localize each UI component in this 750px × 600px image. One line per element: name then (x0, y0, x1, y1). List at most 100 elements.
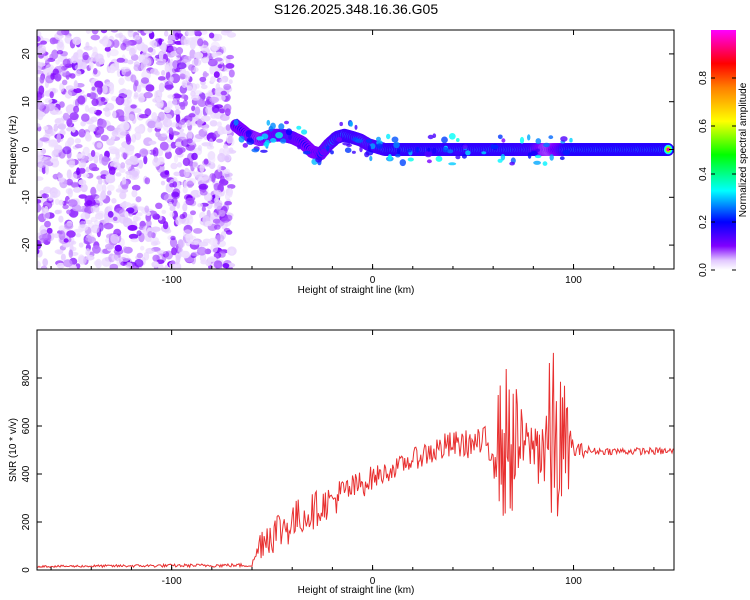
heatmap-cell (393, 141, 400, 149)
heatmap-cell (39, 137, 50, 142)
heatmap-cell (461, 154, 467, 159)
heatmap-cell (509, 161, 515, 166)
heatmap-cell (176, 62, 187, 70)
heatmap-cell (270, 122, 276, 130)
heatmap-cell (220, 90, 227, 96)
heatmap-cell (88, 163, 98, 171)
heatmap-cell (95, 212, 104, 220)
heatmap-cell (116, 57, 126, 63)
heatmap-cell (114, 109, 125, 118)
heatmap-cell (37, 44, 47, 55)
heatmap-cell (175, 141, 182, 147)
heatmap-cell (120, 254, 130, 262)
colorbar: 0.0 0.2 0.4 0.6 0.8 Normalized spectral ampl… (698, 30, 749, 277)
heatmap-cell (113, 216, 118, 221)
heatmap-cell (59, 123, 66, 131)
heatmap-cell (497, 134, 503, 140)
heatmap-cell (37, 70, 44, 75)
heatmap-cell (204, 220, 213, 227)
heatmap-cell (141, 70, 152, 80)
heatmap-cell (80, 212, 90, 220)
y-tick-label: 600 (21, 417, 32, 434)
heatmap-cell (102, 85, 108, 94)
heatmap-cell (225, 124, 231, 131)
heatmap-cell (100, 97, 106, 102)
heatmap-cell (169, 211, 175, 218)
heatmap-cell (164, 250, 173, 260)
heatmap-cell (154, 261, 159, 268)
heatmap-cell (130, 104, 137, 109)
heatmap-cell (72, 36, 82, 46)
heatmap-cell (80, 183, 88, 193)
heatmap-cell (155, 131, 161, 138)
heatmap-cell (37, 110, 44, 121)
heatmap-cell (120, 261, 128, 266)
heatmap-cell (288, 134, 292, 140)
heatmap-cell (44, 98, 53, 104)
x-tick-label: 0 (370, 275, 376, 286)
heatmap-cell (228, 69, 235, 78)
heatmap-cell (43, 210, 50, 220)
heatmap-cell (297, 144, 301, 150)
heatmap-cell (217, 152, 226, 163)
heatmap-cell (50, 188, 61, 198)
heatmap-cell (213, 260, 223, 269)
colorbar-ticks: 0.0 0.2 0.4 0.6 0.8 (698, 71, 736, 277)
heatmap-cell (193, 228, 203, 234)
heatmap-cell (133, 64, 141, 72)
heatmap-cell (169, 76, 174, 83)
heatmap-cell (177, 239, 184, 249)
heatmap-cell (213, 183, 221, 191)
heatmap-cell (354, 124, 358, 130)
heatmap-cell (154, 121, 163, 129)
heatmap-cell (110, 30, 119, 33)
heatmap-cell (66, 178, 73, 186)
heatmap-cell (164, 64, 170, 73)
heatmap-cell (182, 186, 188, 194)
heatmap-cell (397, 148, 401, 155)
heatmap-cell (209, 96, 220, 104)
heatmap-cell (85, 251, 90, 256)
heatmap-cell (238, 135, 245, 143)
heatmap-cell (130, 238, 140, 243)
heatmap-cell (336, 137, 342, 142)
heatmap-cell (78, 242, 84, 248)
heatmap-cell (129, 155, 138, 163)
heatmap-cell (62, 58, 71, 67)
heatmap-cell (542, 161, 548, 166)
heatmap-cell (131, 134, 137, 143)
heatmap-cell (62, 70, 70, 76)
heatmap-cell (127, 59, 134, 65)
heatmap-cell (157, 76, 166, 81)
heatmap-cell (191, 152, 198, 161)
heatmap-cell (39, 238, 46, 244)
heatmap-cell (164, 170, 170, 175)
heatmap-cell (407, 157, 414, 162)
heatmap-cell (51, 142, 59, 147)
heatmap-cell (94, 53, 104, 62)
heatmap-cell (109, 49, 119, 57)
heatmap-cell (225, 230, 233, 235)
heatmap-cell (144, 108, 152, 117)
heatmap-cell (44, 129, 54, 137)
heatmap-cell (364, 151, 370, 158)
heatmap-cell (65, 85, 75, 91)
heatmap-cell (60, 253, 66, 261)
heatmap-cell (216, 138, 224, 143)
heatmap-cell (172, 93, 182, 99)
heatmap-cell (55, 59, 60, 65)
heatmap-cell (84, 104, 89, 113)
heatmap-cell (349, 121, 354, 127)
heatmap-cell (367, 145, 372, 151)
heatmap-cell (53, 109, 63, 115)
heatmap-cell (183, 115, 193, 123)
heatmap-cell (161, 132, 168, 138)
heatmap-cell (223, 83, 232, 91)
heatmap-cell (80, 61, 87, 70)
heatmap-cell (219, 108, 225, 114)
heatmap-cell (217, 64, 223, 69)
heatmap-cell (560, 136, 568, 142)
heatmap-cell (263, 141, 270, 147)
heatmap-cell (211, 104, 220, 114)
